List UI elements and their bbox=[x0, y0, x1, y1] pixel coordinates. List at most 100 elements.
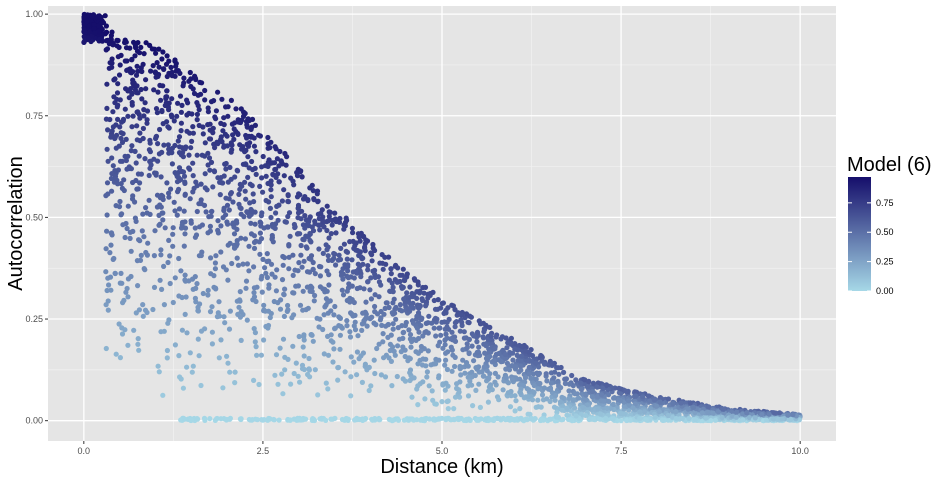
data-point bbox=[345, 268, 351, 274]
data-point bbox=[104, 146, 110, 152]
data-point bbox=[279, 371, 285, 377]
data-point bbox=[105, 298, 111, 304]
data-point bbox=[560, 403, 566, 409]
data-point bbox=[279, 277, 286, 283]
data-point bbox=[266, 285, 272, 291]
data-point bbox=[186, 165, 192, 171]
data-point bbox=[733, 409, 740, 415]
data-point bbox=[535, 380, 541, 386]
data-point bbox=[105, 127, 111, 133]
data-point bbox=[323, 417, 329, 423]
data-point bbox=[142, 156, 148, 162]
data-point bbox=[365, 267, 371, 273]
data-point bbox=[311, 298, 317, 304]
data-point bbox=[160, 217, 166, 223]
data-point bbox=[564, 405, 570, 411]
data-point bbox=[273, 210, 279, 216]
data-point bbox=[203, 209, 209, 215]
data-point bbox=[202, 87, 208, 94]
data-point bbox=[253, 149, 259, 155]
data-point bbox=[570, 397, 576, 403]
data-point bbox=[555, 365, 562, 371]
data-point bbox=[115, 116, 121, 122]
data-point bbox=[106, 282, 112, 288]
data-point bbox=[304, 221, 310, 228]
data-point bbox=[326, 213, 332, 220]
data-point bbox=[262, 265, 268, 271]
data-point bbox=[376, 341, 382, 347]
data-point bbox=[518, 363, 524, 369]
data-point bbox=[325, 253, 331, 259]
data-point bbox=[135, 283, 141, 289]
data-point bbox=[426, 383, 432, 389]
data-point bbox=[174, 173, 180, 179]
data-point bbox=[96, 29, 102, 35]
data-point bbox=[517, 376, 523, 382]
data-point bbox=[349, 311, 355, 317]
data-point bbox=[633, 393, 639, 399]
data-point bbox=[214, 416, 220, 422]
data-point bbox=[220, 385, 226, 391]
data-point bbox=[218, 416, 224, 422]
data-point bbox=[325, 352, 332, 358]
data-point bbox=[395, 265, 401, 271]
data-point bbox=[192, 234, 198, 240]
data-point bbox=[597, 416, 603, 422]
data-point bbox=[316, 324, 322, 330]
data-point bbox=[151, 87, 157, 93]
data-point bbox=[328, 231, 334, 237]
data-point bbox=[131, 327, 137, 333]
data-point bbox=[223, 166, 229, 172]
data-point bbox=[267, 314, 273, 321]
data-point bbox=[626, 407, 632, 413]
data-point bbox=[132, 215, 138, 221]
data-point bbox=[253, 298, 259, 305]
x-tick-label: 5.0 bbox=[436, 446, 449, 456]
data-point bbox=[145, 240, 151, 246]
data-point bbox=[603, 415, 609, 422]
data-point bbox=[306, 366, 312, 372]
data-point bbox=[198, 181, 204, 187]
data-point bbox=[198, 91, 204, 97]
data-point bbox=[507, 404, 514, 410]
data-point bbox=[507, 341, 514, 347]
data-point bbox=[188, 417, 194, 423]
data-point bbox=[549, 361, 555, 367]
data-point bbox=[249, 208, 255, 214]
data-point bbox=[177, 374, 183, 380]
data-point bbox=[194, 281, 200, 287]
data-point bbox=[181, 243, 187, 249]
data-point bbox=[111, 77, 117, 83]
data-point bbox=[177, 93, 184, 99]
data-point bbox=[133, 177, 139, 184]
data-point bbox=[259, 273, 265, 279]
data-point bbox=[103, 29, 109, 35]
data-point bbox=[235, 168, 241, 174]
data-point bbox=[601, 398, 607, 404]
data-point bbox=[254, 352, 260, 358]
data-point bbox=[308, 332, 315, 338]
data-point bbox=[187, 69, 193, 76]
data-point bbox=[310, 228, 317, 234]
data-point bbox=[441, 319, 448, 325]
data-point bbox=[259, 175, 265, 181]
data-point bbox=[277, 148, 283, 155]
data-point bbox=[364, 323, 370, 329]
data-point bbox=[481, 341, 487, 347]
data-point bbox=[568, 417, 574, 423]
data-point bbox=[264, 274, 270, 281]
data-point bbox=[210, 130, 216, 136]
data-point bbox=[109, 188, 115, 194]
data-point bbox=[135, 336, 141, 342]
data-point bbox=[196, 107, 202, 113]
data-point bbox=[178, 120, 184, 126]
data-point bbox=[477, 404, 483, 410]
data-point bbox=[518, 415, 524, 421]
data-point bbox=[496, 397, 502, 403]
data-point bbox=[311, 196, 317, 202]
data-point bbox=[397, 272, 403, 278]
data-point bbox=[344, 256, 350, 262]
data-point bbox=[381, 355, 387, 361]
data-point bbox=[103, 269, 109, 275]
data-point bbox=[134, 63, 140, 69]
